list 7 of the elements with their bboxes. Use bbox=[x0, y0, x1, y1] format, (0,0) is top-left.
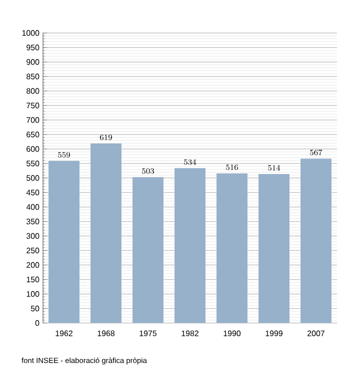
bar bbox=[300, 158, 332, 323]
bar bbox=[90, 143, 122, 323]
bar bbox=[48, 160, 80, 323]
bar bbox=[132, 177, 164, 323]
bar bbox=[216, 173, 248, 323]
bar bbox=[258, 174, 290, 323]
bar bbox=[174, 168, 206, 323]
